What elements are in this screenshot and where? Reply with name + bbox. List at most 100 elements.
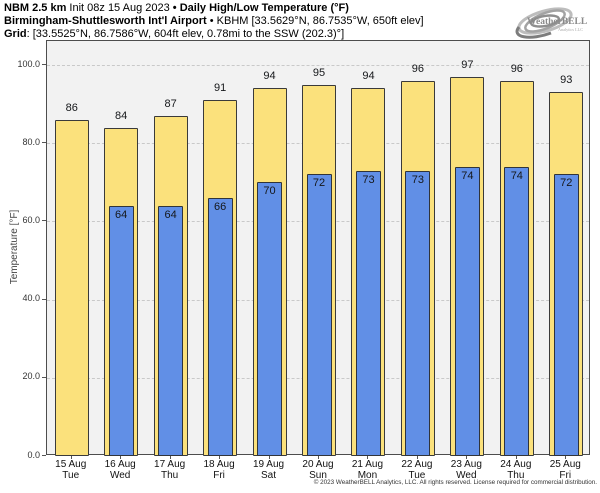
x-axis-date-label: 24 Aug Thu [486, 459, 546, 481]
x-axis-date-label: 22 Aug Tue [387, 459, 447, 481]
low-temp-bar [108, 205, 134, 456]
x-axis-tick [70, 455, 72, 459]
low-temp-bar [405, 170, 431, 456]
separator-dot: • [209, 15, 214, 27]
product-title: Daily High/Low Temperature (°F) [179, 2, 349, 14]
low-temp-value: 72 [560, 177, 573, 190]
y-axis-tick [42, 298, 46, 300]
header-line-2: Birmingham-Shuttlesworth Int'l Airport •… [4, 15, 424, 28]
high-temp-value: 86 [65, 101, 78, 114]
high-temp-value: 96 [510, 62, 523, 75]
high-temp-value: 91 [213, 82, 227, 95]
low-temp-bar [553, 174, 579, 456]
grid-info: : [33.5525°N, 86.7586°W, 604ft elev, 0.7… [26, 28, 345, 40]
low-temp-value: 73 [411, 173, 425, 186]
date-text: 25 Aug [549, 459, 581, 470]
x-axis-date-label: 17 Aug Thu [140, 459, 200, 481]
x-axis-date-label: 15 Aug Tue [41, 459, 101, 481]
init-time: Init 08z 15 Aug 2023 [69, 2, 170, 14]
high-temp-value: 94 [362, 70, 375, 83]
y-axis-tick [42, 64, 46, 65]
high-temp-value: 95 [312, 66, 326, 79]
date-text: 23 Aug [450, 459, 482, 470]
x-axis-tick [120, 455, 122, 459]
logo-subtext: Analytics LLC [558, 27, 583, 32]
low-temp-bar [355, 170, 381, 456]
header-line-3: Grid: [33.5525°N, 86.7586°W, 604ft elev,… [4, 28, 344, 41]
low-temp-value: 64 [164, 208, 177, 221]
weekday-text: Thu [507, 470, 525, 481]
low-temp-value: 74 [510, 169, 523, 182]
low-temp-bar [158, 205, 184, 456]
date-text: 22 Aug [401, 459, 433, 470]
high-temp-value: 96 [411, 62, 425, 75]
y-axis-tick-label: 0.0 [27, 449, 40, 460]
y-axis-tick-label: 40.0 [22, 293, 40, 304]
swirl-icon [515, 7, 573, 39]
x-axis-date-label: 21 Aug Mon [337, 459, 397, 481]
x-axis-date-label: 20 Aug Sun [288, 459, 348, 481]
station-info: KBHM [33.5629°N, 86.7535°W, 650ft elev] [216, 15, 424, 27]
x-axis-date-label: 18 Aug Fri [189, 459, 249, 481]
gridline-100 [47, 65, 589, 66]
low-temp-bar [504, 166, 530, 456]
x-axis-tick [466, 455, 468, 459]
weekday-text: Wed [456, 470, 477, 481]
y-axis-tick [42, 376, 46, 378]
x-axis-tick [367, 455, 369, 459]
date-text: 19 Aug [252, 459, 285, 470]
grid-label: Grid [4, 28, 27, 40]
low-temp-value: 72 [312, 177, 326, 190]
x-axis-tick [268, 455, 270, 459]
separator-dot: • [172, 2, 177, 14]
station-name: Birmingham-Shuttlesworth Int'l Airport [4, 15, 207, 27]
weatherbell-logo: WeatherBELL Analytics LLC [515, 7, 587, 39]
high-temp-value: 84 [115, 109, 128, 122]
x-axis-tick [219, 455, 221, 459]
high-temp-bar [54, 119, 89, 456]
header-line-1: NBM 2.5 km Init 08z 15 Aug 2023 • Daily … [4, 2, 349, 15]
y-axis-tick [42, 142, 46, 144]
high-temp-value: 94 [263, 70, 276, 83]
low-temp-value: 73 [362, 173, 375, 186]
date-text: 18 Aug [203, 459, 235, 470]
high-temp-value: 87 [164, 97, 177, 110]
x-axis-date-label: 16 Aug Wed [90, 459, 150, 481]
weekday-text: Fri [213, 470, 225, 481]
low-temp-value: 70 [263, 185, 276, 198]
weekday-text: Wed [109, 470, 131, 481]
y-axis-tick-label: 20.0 [22, 371, 40, 382]
date-text: 15 Aug [55, 459, 87, 470]
low-temp-value: 66 [213, 200, 227, 213]
y-axis-tick-label: 60.0 [22, 214, 40, 225]
plot-area: 86 84 64 87 64 91 66 94 70 95 72 94 73 96 73 97 74 96 74 93… [46, 40, 590, 456]
copyright-notice: © 2023 WeatherBELL Analytics, LLC. All r… [313, 479, 597, 486]
weekday-text: Tue [62, 470, 80, 481]
x-axis-date-label: 19 Aug Sat [239, 459, 299, 481]
y-axis-tick-label: 100.0 [17, 58, 40, 69]
low-temp-bar [306, 174, 332, 456]
date-text: 16 Aug [104, 459, 136, 470]
low-temp-bar [454, 166, 480, 456]
x-axis-date-label: 23 Aug Wed [436, 459, 496, 481]
high-temp-value: 97 [461, 58, 474, 71]
low-temp-value: 64 [115, 208, 128, 221]
low-temp-bar [257, 182, 283, 456]
low-temp-value: 74 [461, 169, 474, 182]
weekday-text: Fri [559, 470, 572, 481]
weekday-text: Sun [309, 470, 327, 481]
model-name: NBM 2.5 km [4, 2, 67, 14]
x-axis-date-label: 25 Aug Fri [535, 459, 595, 481]
x-axis-tick [318, 455, 319, 459]
date-text: 24 Aug [500, 459, 532, 470]
logo-text: WeatherBELL [527, 17, 587, 27]
x-axis-tick [515, 455, 517, 459]
low-temp-bar [207, 197, 233, 456]
y-axis-tick [42, 455, 46, 456]
weekday-text: Tue [408, 470, 426, 481]
weekday-text: Sat [261, 470, 277, 481]
weekday-text: Thu [161, 470, 179, 481]
weekday-text: Mon [357, 470, 378, 481]
y-axis-tick [42, 220, 46, 222]
